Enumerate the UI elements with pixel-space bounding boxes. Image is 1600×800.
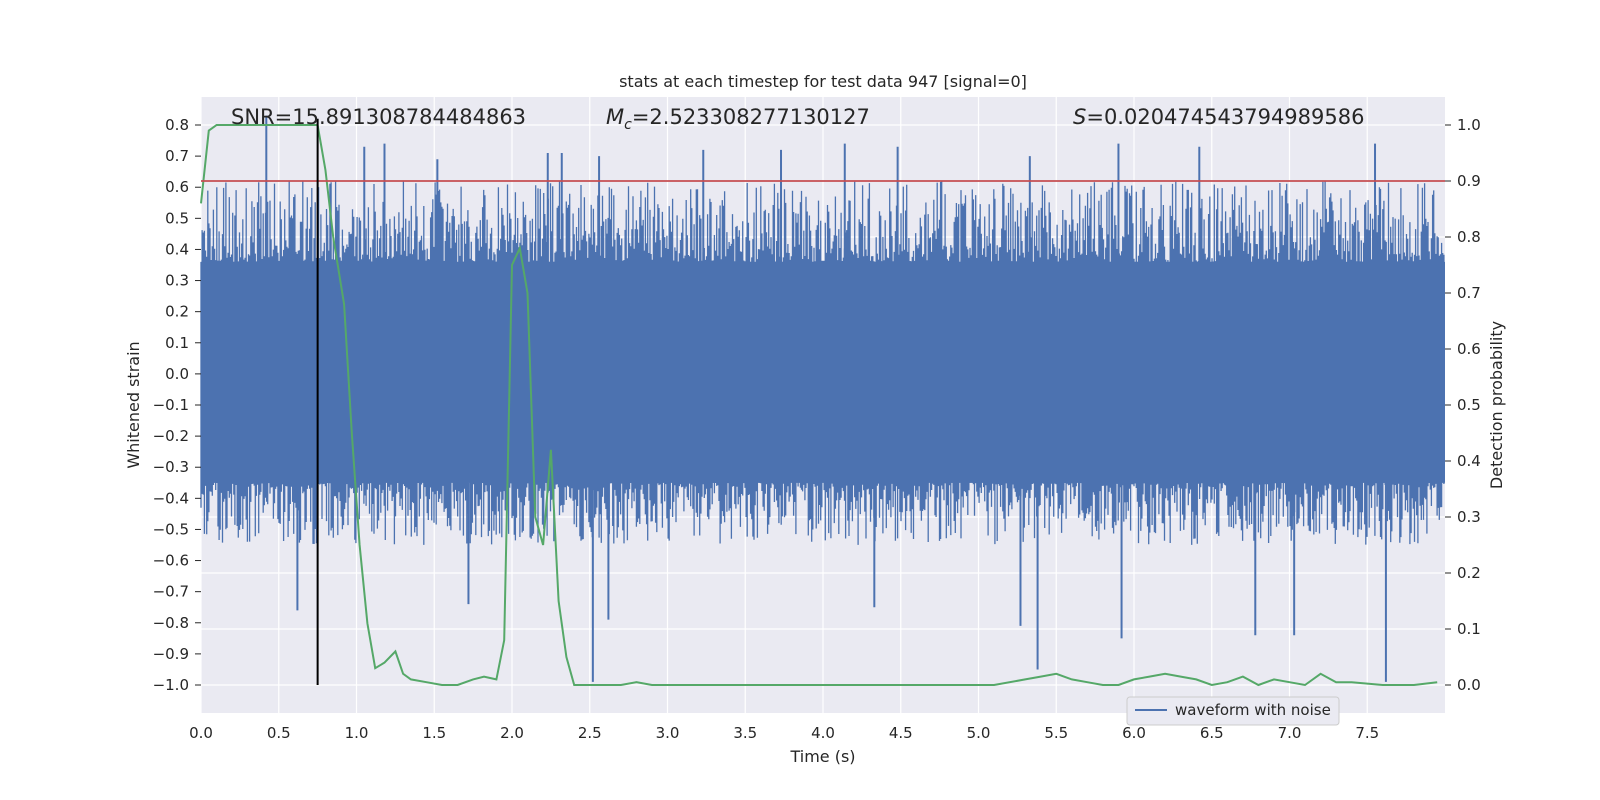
x-tick-label: 4.0	[811, 724, 835, 742]
left-y-tick-label: 0.3	[165, 272, 189, 290]
x-tick-label: 5.0	[967, 724, 991, 742]
right-y-tick-label: 0.6	[1457, 340, 1481, 358]
x-tick-label: 2.5	[578, 724, 602, 742]
snr-annotation: SNR=15.891308784484863	[231, 105, 526, 129]
x-tick-label: 3.5	[733, 724, 757, 742]
right-y-tick-label: 0.9	[1457, 172, 1481, 190]
left-y-tick-label: 0.8	[165, 116, 189, 134]
right-y-tick-label: 0.0	[1457, 676, 1481, 694]
left-y-tick-label: −0.3	[153, 458, 189, 476]
left-y-tick-label: 0.6	[165, 178, 189, 196]
legend: waveform with noise	[1126, 696, 1340, 726]
left-y-tick-label: −0.2	[153, 427, 189, 445]
right-y-tick-label: 0.3	[1457, 508, 1481, 526]
left-y-tick-label: 0.4	[165, 240, 189, 258]
x-tick-label: 1.5	[422, 724, 446, 742]
waveform-with-noise-series	[200, 115, 1445, 682]
legend-label-waveform: waveform with noise	[1175, 701, 1331, 719]
chirp-mass-annotation: Mc=2.523308277130127	[606, 105, 870, 133]
x-tick-label: 5.5	[1044, 724, 1068, 742]
x-tick-label: 3.0	[656, 724, 680, 742]
left-y-tick-label: −0.1	[153, 396, 189, 414]
right-y-tick-label: 0.5	[1457, 396, 1481, 414]
right-y-tick-label: 0.7	[1457, 284, 1481, 302]
left-y-axis-ticks: 0.8 0.7 0.6 0.5 0.4 0.3 0.2 0.1 0.0 −0.1 −0.2 −0.3 −…	[153, 116, 201, 694]
statistic-value: =0.020474543794989586	[1086, 105, 1364, 129]
right-y-tick-label: 0.1	[1457, 620, 1481, 638]
overlay-lines	[201, 118, 1445, 685]
chirp-mass-symbol: M	[606, 105, 624, 129]
left-y-tick-label: 0.2	[165, 303, 189, 321]
legend-box	[1126, 696, 1340, 726]
statistic-symbol: S	[1073, 105, 1086, 129]
x-tick-label: 0.0	[189, 724, 213, 742]
right-y-tick-label: 0.4	[1457, 452, 1481, 470]
x-tick-label: 7.0	[1278, 724, 1302, 742]
left-y-tick-label: 0.0	[165, 365, 189, 383]
left-y-tick-label: −0.9	[153, 645, 189, 663]
x-tick-label: 1.0	[345, 724, 369, 742]
chirp-mass-subscript: c	[624, 117, 632, 133]
right-y-axis-label: Detection probability	[1487, 321, 1506, 489]
statistic-annotation: S=0.020474543794989586	[1073, 105, 1364, 129]
left-y-tick-label: 0.5	[165, 209, 189, 227]
left-y-tick-label: −0.8	[153, 614, 189, 632]
x-tick-label: 0.5	[267, 724, 291, 742]
right-y-tick-label: 0.8	[1457, 228, 1481, 246]
x-axis-ticks: 0.0 0.5 1.0 1.5 2.0 2.5 3.0 3.5 4.0 4.5 5.0 5.5 6.0 6…	[189, 724, 1379, 742]
left-y-tick-label: −0.4	[153, 489, 189, 507]
x-tick-label: 6.5	[1200, 724, 1224, 742]
chart-title: stats at each timestep for test data 947…	[619, 72, 1027, 91]
x-tick-label: 7.5	[1355, 724, 1379, 742]
right-y-tick-label: 1.0	[1457, 116, 1481, 134]
detection-probability-line	[200, 124, 1438, 687]
left-y-axis-label: Whitened strain	[124, 341, 143, 468]
waveform-noise-trace	[200, 181, 1445, 545]
x-tick-label: 2.0	[500, 724, 524, 742]
chirp-mass-value: =2.523308277130127	[632, 105, 870, 129]
left-y-tick-label: −0.5	[153, 520, 189, 538]
left-y-tick-label: 0.7	[165, 147, 189, 165]
left-y-tick-label: 0.1	[165, 334, 189, 352]
left-y-tick-label: −0.7	[153, 583, 189, 601]
x-tick-label: 6.0	[1122, 724, 1146, 742]
x-axis-label: Time (s)	[789, 747, 855, 766]
right-y-tick-label: 0.2	[1457, 564, 1481, 582]
left-y-tick-label: −0.6	[153, 552, 189, 570]
left-y-tick-label: −1.0	[153, 676, 189, 694]
detection-probability-series	[200, 124, 1438, 687]
x-tick-label: 4.5	[889, 724, 913, 742]
right-y-axis-ticks: 1.0 0.9 0.8 0.7 0.6 0.5 0.4 0.3 0.2 0.1 0.0	[1445, 116, 1481, 694]
